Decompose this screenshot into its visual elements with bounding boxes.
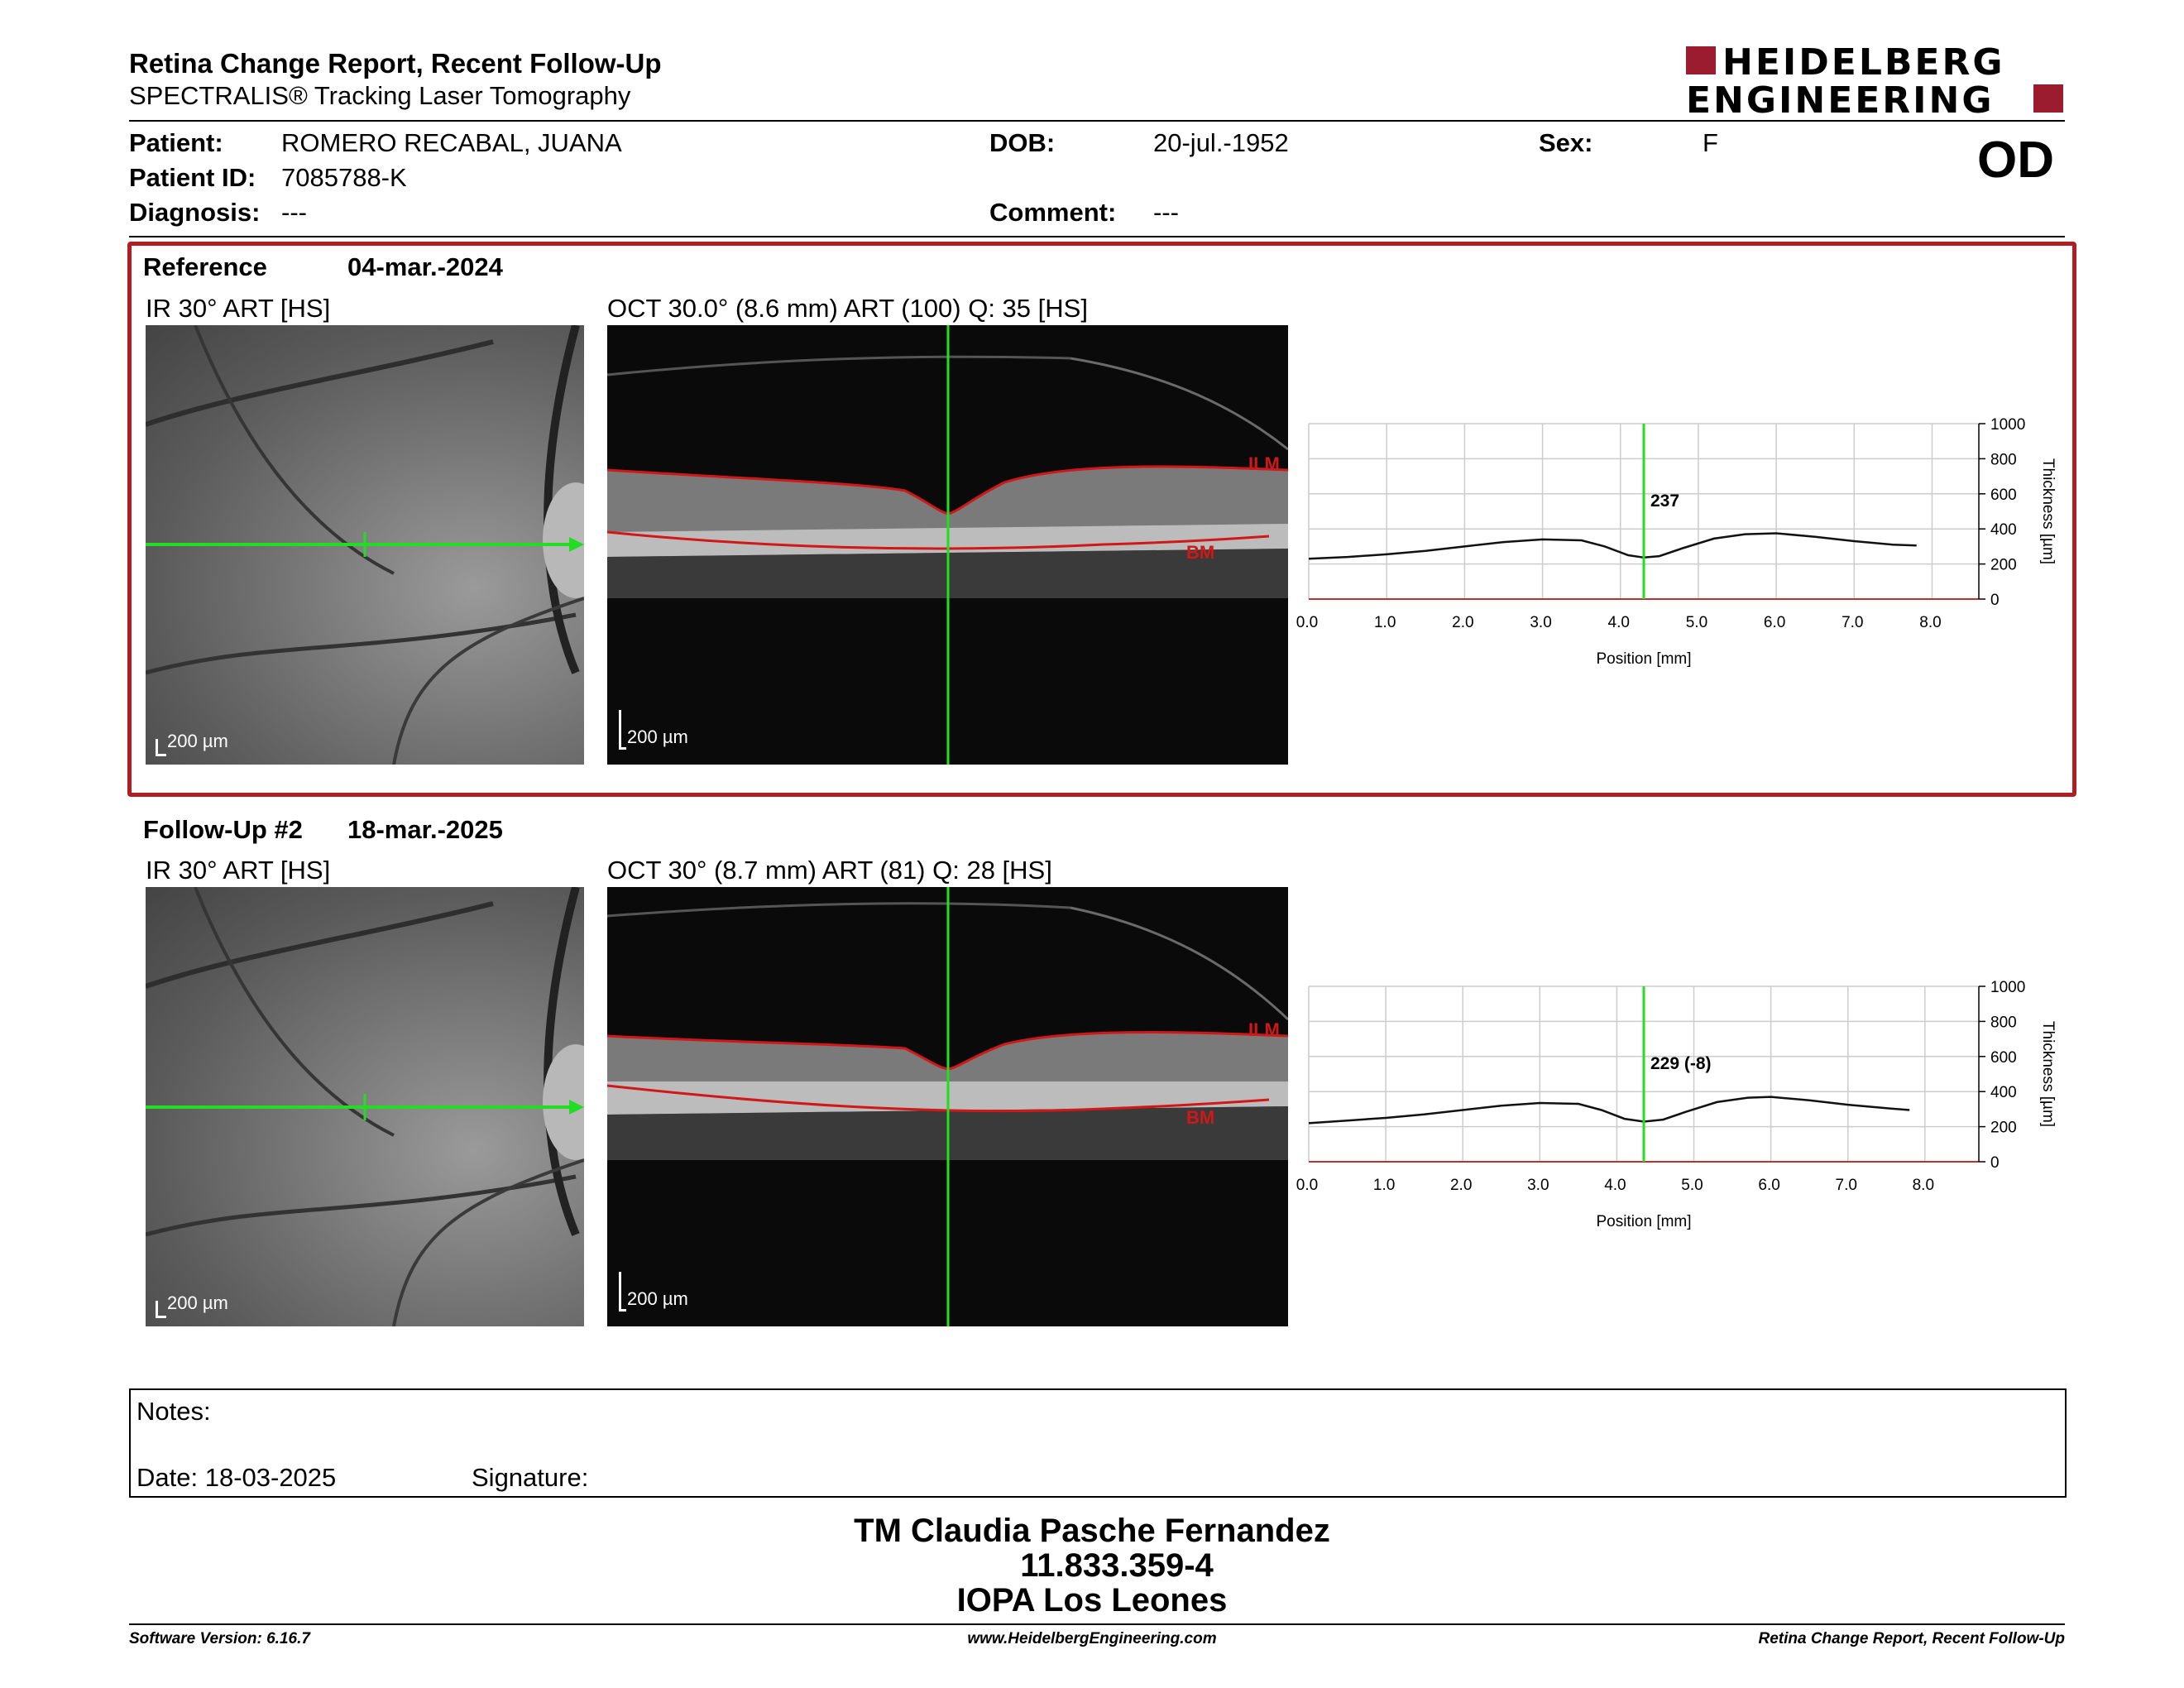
x-tick-label: 4.0 [1604, 1177, 1626, 1194]
x-tick-label: 3.0 [1530, 614, 1551, 631]
x-tick-label: 0.0 [1296, 1177, 1318, 1194]
notes-signature: Signature: [472, 1463, 589, 1492]
y-tick-label: 800 [1990, 1014, 2017, 1031]
sex-value: F [1703, 128, 1718, 157]
y-tick-label: 1000 [1990, 979, 2025, 996]
reference-ir-scale: 200 µm [167, 731, 228, 751]
eye-label: OD [1977, 132, 2054, 189]
y-tick-label: 200 [1990, 1120, 2017, 1137]
heidelberg-logo: HEIDELBERG ENGINEERING [1686, 41, 2067, 122]
x-tick-label: 7.0 [1842, 614, 1863, 631]
footer-software-version: Software Version: 6.16.7 [129, 1630, 310, 1647]
dob-value: 20-jul.-1952 [1153, 128, 1289, 157]
followup-ir-scale: 200 µm [167, 1292, 228, 1313]
y-axis-label: Thickness [µm] [2039, 458, 2057, 564]
report-title: Retina Change Report, Recent Follow-Up [129, 48, 662, 79]
y-tick-label: 600 [1990, 1049, 2017, 1067]
x-axis-label: Position [mm] [1596, 1213, 1691, 1230]
patient-id: 7085788-K [281, 163, 407, 192]
reference-thickness-chart: 0.0 1.0 2.0 3.0 4.0 5.0 6.0 7.0 8.0 0 200 400 600 800… [1296, 416, 2057, 668]
marker-value-label: 229 (-8) [1650, 1054, 1712, 1073]
reference-ir-fundus-image: 200 µm [146, 325, 584, 765]
y-tick-label: 800 [1990, 451, 2017, 468]
x-tick-label: 2.0 [1450, 1177, 1472, 1194]
followup-oct-title: OCT 30° (8.7 mm) ART (81) Q: 28 [HS] [607, 856, 1052, 885]
y-axis-label: Thickness [µm] [2039, 1021, 2057, 1127]
patient-name: ROMERO RECABAL, JUANA [281, 128, 622, 157]
logo-line1: HEIDELBERG [1722, 41, 2005, 84]
notes-label: Notes: [136, 1397, 211, 1426]
thickness-series-line [1308, 532, 1917, 560]
y-tick-label: 0 [1990, 1154, 2000, 1172]
followup-ir-fundus-image: 200 µm [146, 887, 584, 1326]
comment-label: Comment: [989, 198, 1117, 227]
x-tick-label: 5.0 [1681, 1177, 1703, 1194]
reference-oct-title: OCT 30.0° (8.6 mm) ART (100) Q: 35 [HS] [607, 294, 1088, 323]
patient-label: Patient: [129, 128, 223, 157]
followup-oct-bscan-image: ILM BM 200 µm [607, 887, 1288, 1326]
reference-ir-title: IR 30° ART [HS] [146, 294, 331, 323]
patient-id-label: Patient ID: [129, 163, 256, 192]
logo-line2: ENGINEERING [1686, 79, 1995, 122]
reference-oct-bscan-image: ILM BM 200 µm [607, 325, 1288, 765]
notes-date: Date: 18-03-2025 [136, 1463, 337, 1492]
y-tick-label: 1000 [1990, 416, 2025, 434]
x-axis-label: Position [mm] [1596, 650, 1691, 668]
diagnosis-label: Diagnosis: [129, 198, 261, 227]
followup-thickness-chart: 0.0 1.0 2.0 3.0 4.0 5.0 6.0 7.0 8.0 0 200 400 600 800… [1296, 979, 2057, 1230]
diagnosis-value: --- [281, 198, 307, 227]
x-tick-label: 1.0 [1374, 614, 1396, 631]
x-tick-label: 6.0 [1764, 614, 1785, 631]
report-subtitle: SPECTRALIS® Tracking Laser Tomography [129, 81, 631, 110]
y-tick-label: 200 [1990, 557, 2017, 574]
x-tick-label: 3.0 [1527, 1177, 1549, 1194]
reference-panel [127, 242, 2076, 797]
x-tick-label: 0.0 [1296, 614, 1318, 631]
sex-label: Sex: [1539, 128, 1593, 157]
y-tick-label: 0 [1990, 592, 2000, 609]
y-tick-label: 400 [1990, 1084, 2017, 1101]
reference-date: 04-mar.-2024 [347, 252, 503, 281]
y-tick-label: 600 [1990, 487, 2017, 504]
thickness-series-line [1308, 1096, 1910, 1125]
x-tick-label: 8.0 [1913, 1177, 1934, 1194]
followup-ilm-label: ILM [1248, 1019, 1280, 1040]
followup-ir-title: IR 30° ART [HS] [146, 856, 331, 885]
followup-date: 18-mar.-2025 [347, 815, 503, 844]
reference-label: Reference [143, 252, 267, 281]
marker-value-label: 237 [1650, 492, 1679, 511]
x-tick-label: 1.0 [1373, 1177, 1395, 1194]
y-tick-label: 400 [1990, 521, 2017, 539]
signer-institution: IOPA Los Leones [956, 1582, 1228, 1618]
footer-website: www.HeidelbergEngineering.com [967, 1630, 1217, 1647]
x-tick-label: 5.0 [1686, 614, 1707, 631]
followup-oct-scale: 200 µm [627, 1288, 688, 1309]
notes-box: Notes: Date: 18-03-2025 Signature: [129, 1388, 2067, 1498]
signer-name: TM Claudia Pasche Fernandez [854, 1513, 1330, 1549]
signer-id: 11.833.359-4 [1020, 1547, 1214, 1584]
footer-report-name: Retina Change Report, Recent Follow-Up [1758, 1630, 2065, 1647]
followup-label: Follow-Up #2 [143, 815, 303, 844]
comment-value: --- [1153, 198, 1179, 227]
x-tick-label: 4.0 [1608, 614, 1630, 631]
reference-bm-label: BM [1186, 542, 1214, 563]
followup-bm-label: BM [1186, 1107, 1214, 1128]
x-tick-label: 6.0 [1758, 1177, 1779, 1194]
x-tick-label: 7.0 [1836, 1177, 1857, 1194]
dob-label: DOB: [989, 128, 1056, 157]
x-tick-label: 8.0 [1919, 614, 1941, 631]
reference-oct-scale: 200 µm [627, 727, 688, 747]
reference-ilm-label: ILM [1248, 453, 1280, 474]
x-tick-label: 2.0 [1452, 614, 1473, 631]
